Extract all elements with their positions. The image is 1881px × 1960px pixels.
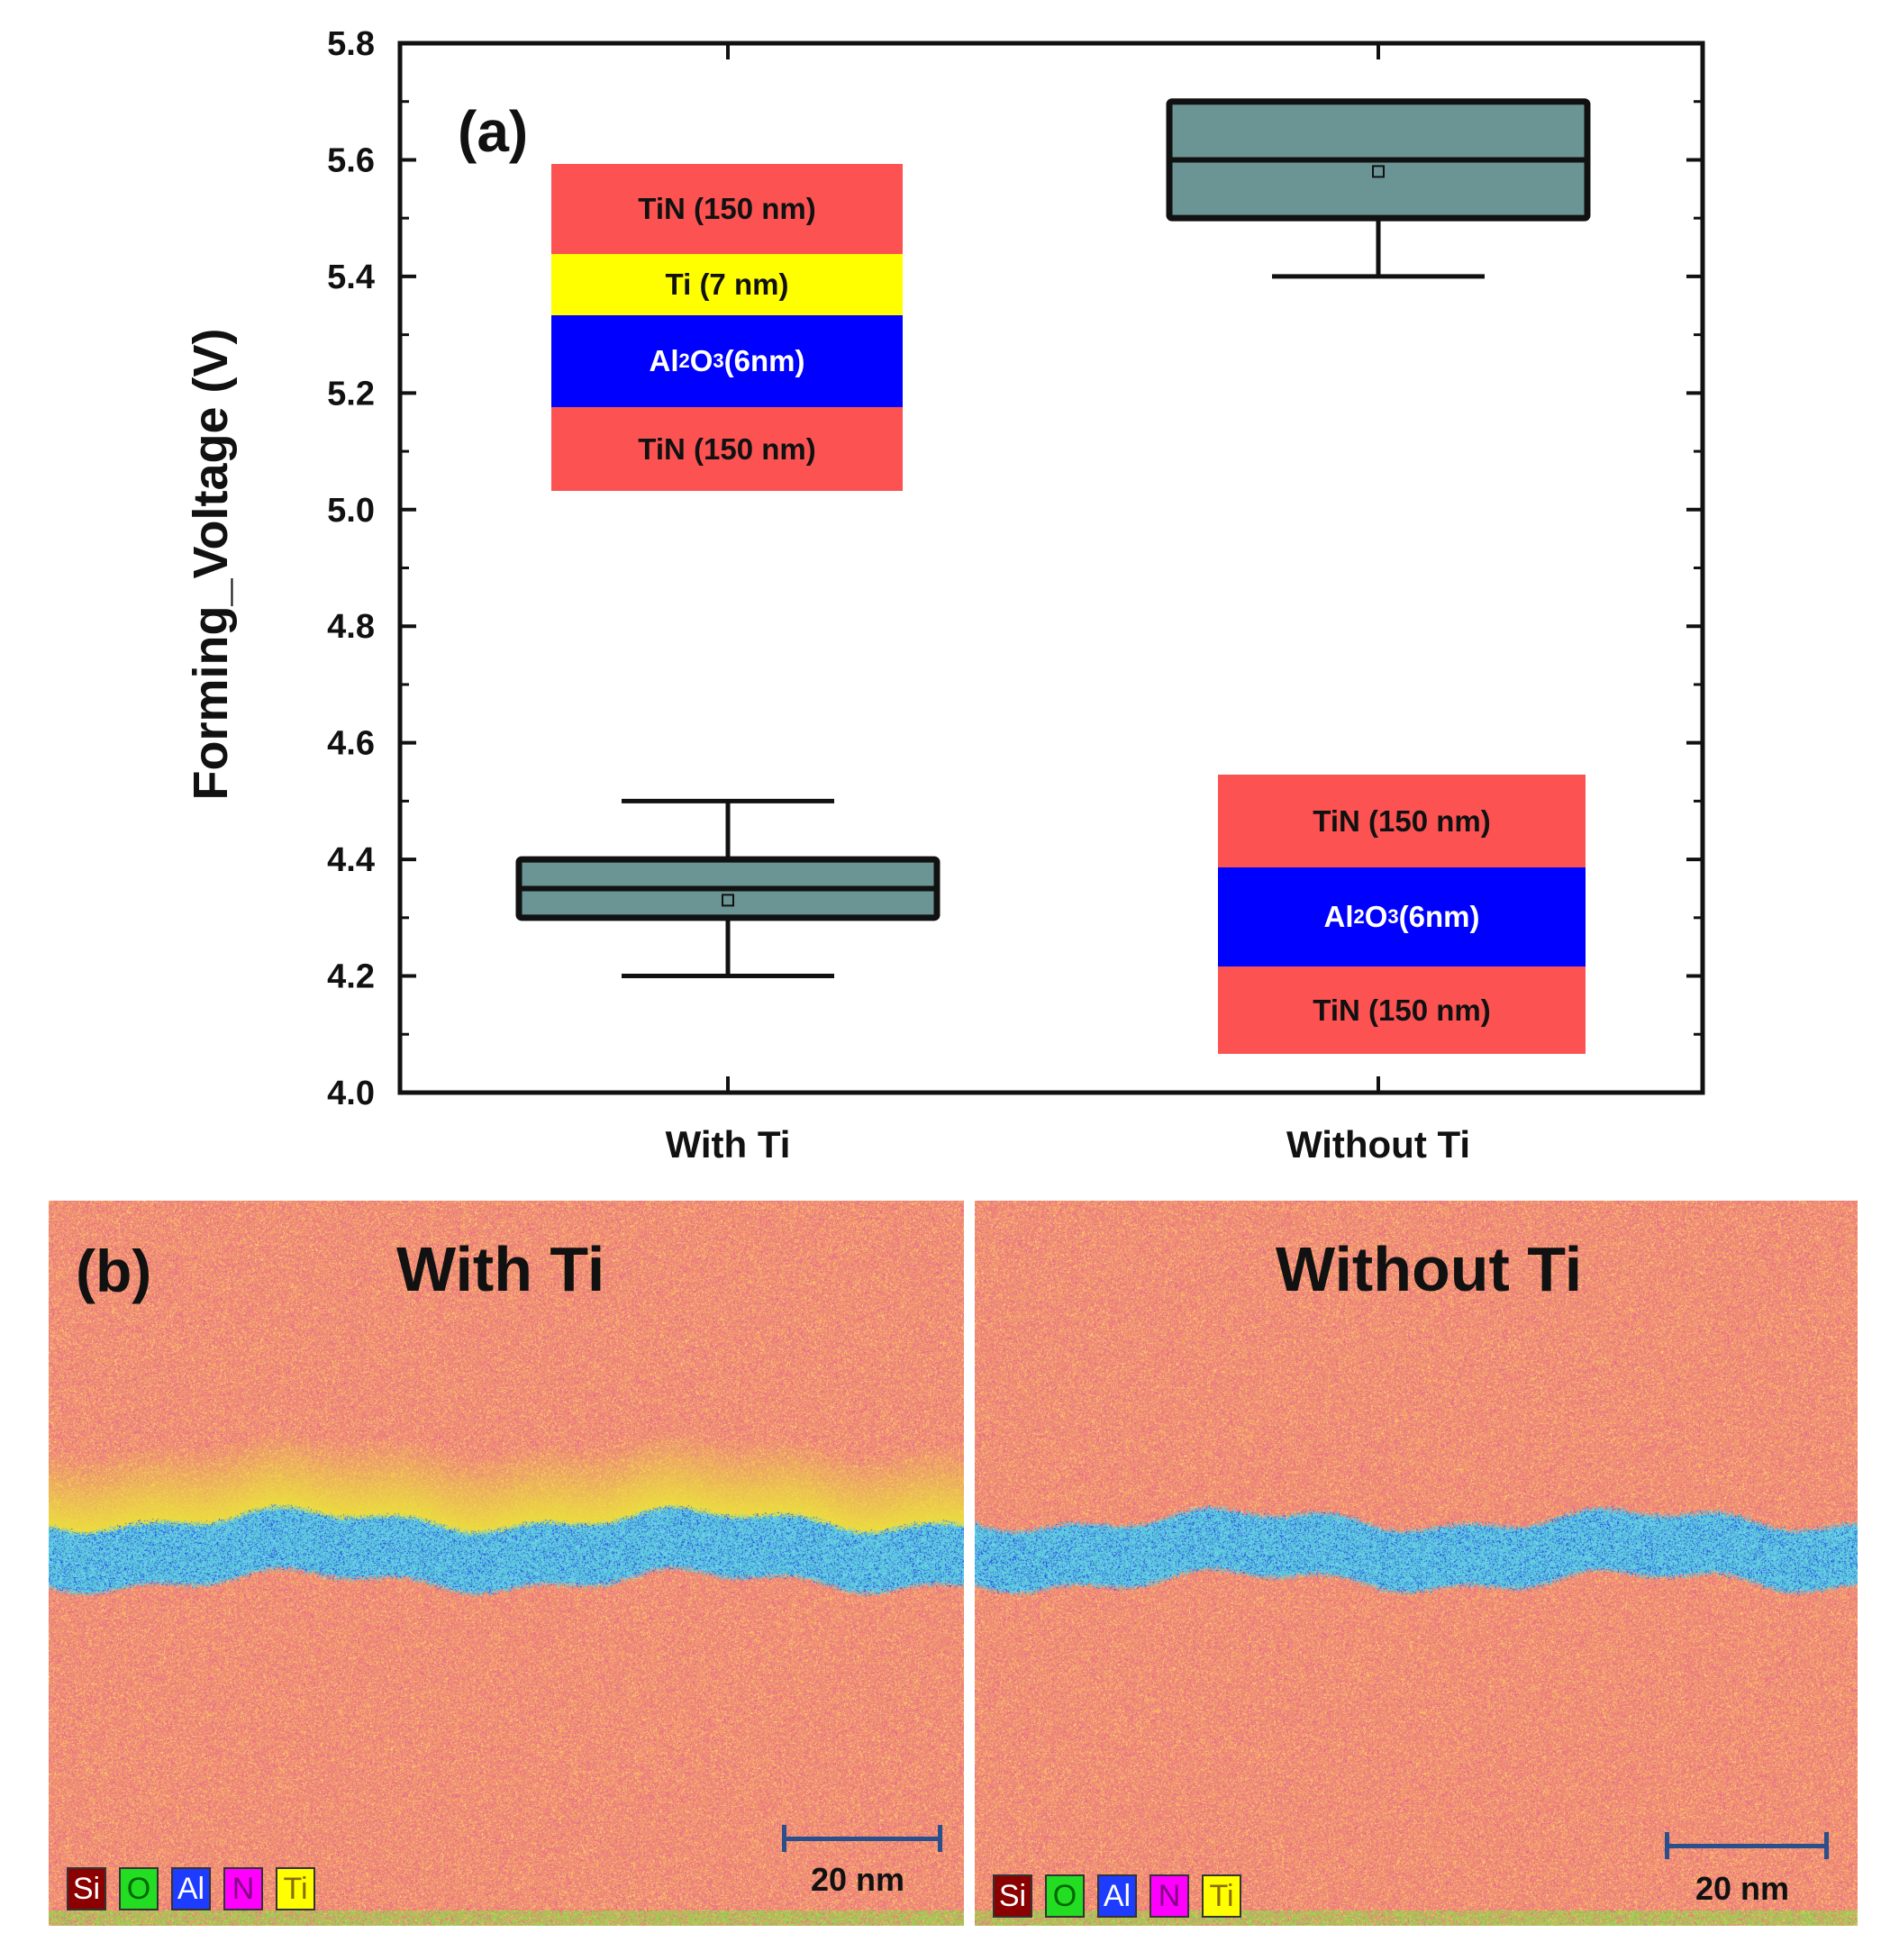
stack-layer: TiN (150 nm) — [551, 407, 903, 491]
legend-chip-al: Al — [1097, 1874, 1137, 1918]
mean-marker — [1372, 165, 1385, 178]
stack-layer: Al 2 O 3 (6nm) — [551, 315, 903, 407]
scale-bar — [782, 1825, 942, 1852]
eds-map-title: With Ti — [396, 1234, 605, 1304]
element-legend: Si O Al N Ti — [993, 1874, 1241, 1918]
stack-layer: Al 2 O 3 (6nm) — [1218, 867, 1586, 966]
panel-b-label: (b) — [76, 1238, 152, 1304]
scale-label: 20 nm — [811, 1861, 905, 1898]
eds-map-title: Without Ti — [1276, 1234, 1583, 1304]
stack-layer: TiN (150 nm) — [551, 164, 903, 254]
box-plot-chart: 4.0 4.2 4.4 4.6 4.8 5.0 5.2 5.4 5.6 5.8 With Ti Wit… — [184, 25, 1705, 1166]
panel-a-label: (a) — [458, 99, 528, 164]
x-tick-label: With Ti — [666, 1123, 791, 1166]
y-tick-label: 4.8 — [327, 608, 375, 646]
y-tick-label: 4.2 — [327, 958, 375, 996]
box-plot-panel: 4.0 4.2 4.4 4.6 4.8 5.0 5.2 5.4 5.6 5.8 With Ti Wit… — [184, 25, 1705, 1166]
stack-with-ti: TiN (150 nm) Ti (7 nm) Al 2 O 3 (6nm) TiN (150… — [551, 164, 903, 491]
y-tick-label: 5.2 — [327, 375, 375, 413]
eds-map-with-ti: (b) With Ti 20 nm Si O Al N Ti — [49, 1201, 964, 1926]
element-legend: Si O Al N Ti — [67, 1867, 315, 1910]
y-tick-label: 5.8 — [327, 25, 375, 63]
y-tick-label: 4.6 — [327, 725, 375, 763]
stack-without-ti: TiN (150 nm) Al 2 O 3 (6nm) TiN (150 nm) — [1218, 775, 1586, 1054]
legend-chip-si: Si — [993, 1874, 1032, 1918]
legend-chip-al: Al — [171, 1867, 211, 1910]
mean-marker — [722, 894, 734, 907]
legend-chip-n: N — [1150, 1874, 1189, 1918]
scale-label: 20 nm — [1695, 1870, 1790, 1907]
legend-chip-ti: Ti — [276, 1867, 315, 1910]
eds-map-image — [49, 1201, 964, 1926]
scale-bar — [1665, 1832, 1829, 1859]
legend-chip-o: O — [119, 1867, 159, 1910]
y-tick-label: 4.4 — [327, 841, 375, 879]
y-tick-label: 5.6 — [327, 141, 375, 179]
y-tick-label: 4.0 — [327, 1075, 375, 1112]
y-tick-label: 5.0 — [327, 492, 375, 530]
eds-map-image — [975, 1201, 1858, 1926]
legend-chip-si: Si — [67, 1867, 106, 1910]
eds-map-without-ti: Without Ti 20 nm Si O Al N Ti — [975, 1201, 1858, 1926]
legend-chip-ti: Ti — [1202, 1874, 1241, 1918]
y-axis-label: Forming_Voltage (V) — [184, 328, 238, 800]
stack-layer: Ti (7 nm) — [551, 254, 903, 315]
x-tick-label: Without Ti — [1286, 1123, 1470, 1166]
y-tick-label: 5.4 — [327, 259, 375, 296]
legend-chip-o: O — [1045, 1874, 1085, 1918]
stack-layer: TiN (150 nm) — [1218, 775, 1586, 867]
stack-layer: TiN (150 nm) — [1218, 966, 1586, 1054]
legend-chip-n: N — [223, 1867, 263, 1910]
